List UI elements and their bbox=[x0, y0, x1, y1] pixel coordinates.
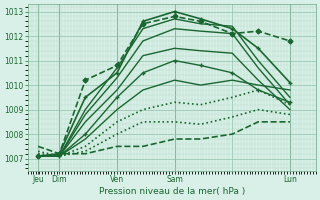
X-axis label: Pression niveau de la mer( hPa ): Pression niveau de la mer( hPa ) bbox=[99, 187, 245, 196]
